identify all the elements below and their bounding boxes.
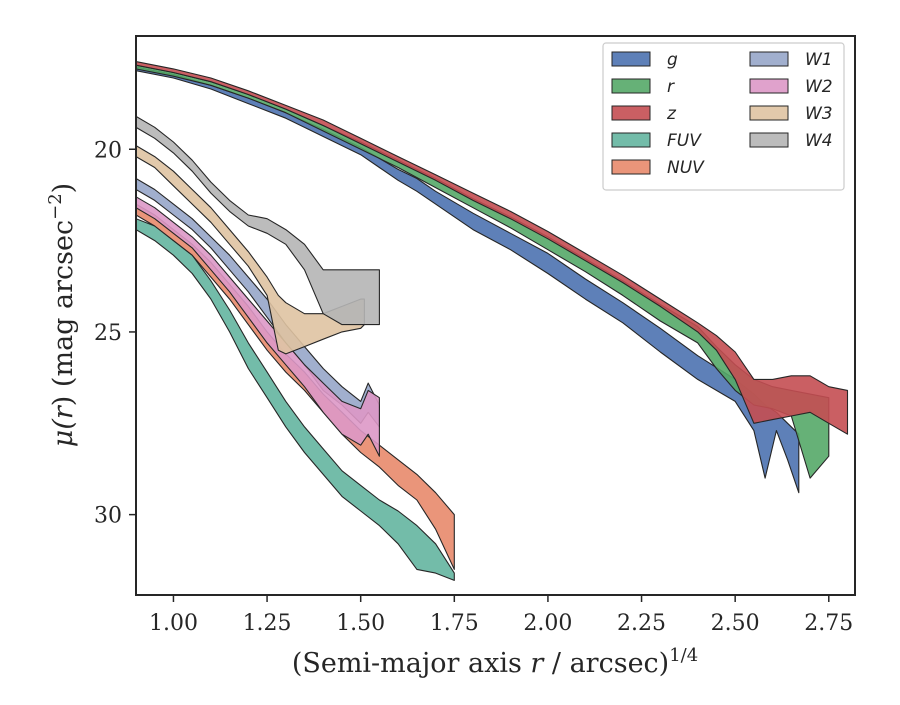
x-tick-label: 1.75 [430,611,479,636]
y-axis-ticks: 20 25 30 [94,138,136,529]
x-tick-label: 2.50 [711,611,760,636]
legend-label-w4: W4 [805,131,833,151]
y-tick-label: 25 [94,321,122,346]
legend-swatch-fuv [611,132,651,148]
legend-swatch-nuv [611,159,651,175]
legend-swatch-w1 [749,51,789,67]
x-tick-label: 1.50 [336,611,385,636]
legend-label-w2: W2 [805,77,833,97]
legend-label-w1: W1 [805,50,833,70]
x-tick-label: 2.00 [523,611,572,636]
x-axis-label: (Semi-major axis r / arcsec)1/4 [292,645,698,679]
series-band-w4 [136,115,380,326]
legend-swatch-z [611,105,651,121]
x-tick-label: 2.25 [617,611,666,636]
series-band-fuv [136,218,455,581]
y-axis-label: μ(r) (mag arcsec−2) [45,183,79,447]
plot-frame [135,35,856,596]
legend: grz FUV NUV W1 W2 W3 W4 [602,42,845,191]
series-bands [136,61,849,581]
legend-label-fuv: FUV [667,131,702,151]
y-tick-label: 30 [94,504,122,529]
x-tick-label: 2.75 [804,611,853,636]
x-tick-label: 1.25 [243,611,292,636]
x-axis-ticks: 1.00 1.25 1.50 1.75 2.00 2.25 2.50 2.75 [149,595,853,636]
legend-swatch-w2 [749,78,789,94]
legend-label-r: r [667,77,675,97]
legend-swatch-g [611,51,651,67]
legend-label-g: g [667,50,678,70]
y-tick-label: 20 [94,138,122,163]
series-band-w2 [136,196,380,457]
series-band-z [136,61,849,435]
legend-label-w3: W3 [805,104,833,124]
legend-swatch-w4 [749,132,789,148]
series-band-g [136,66,800,494]
legend-label-z: z [666,104,677,124]
x-tick-label: 1.00 [149,611,198,636]
legend-label-nuv: NUV [667,158,705,178]
legend-swatch-r [611,78,651,94]
legend-swatch-w3 [749,105,789,121]
